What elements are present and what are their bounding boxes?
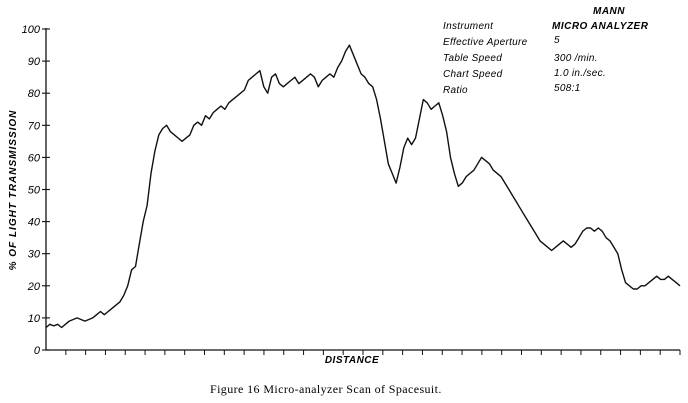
figure-caption: Figure 16 Micro-analyzer Scan of Spacesu… [210, 382, 442, 396]
info-label-instrument: Instrument [443, 21, 494, 32]
transmission-series-line [45, 44, 681, 329]
y-tick-label: 80 [28, 88, 41, 100]
y-tick-label: 10 [28, 313, 41, 325]
y-axis: 0 10 20 30 40 50 60 70 80 90 100 [22, 24, 50, 357]
info-value-table-speed: 300 /min. [554, 53, 598, 64]
y-tick-label: 40 [28, 217, 41, 229]
info-panel: MANN Instrument MICRO ANALYZER Effective… [443, 6, 649, 96]
info-value-chart-speed: 1.0 in./sec. [554, 68, 606, 79]
info-label-ratio: Ratio [443, 85, 468, 96]
info-value-instrument: MICRO ANALYZER [552, 21, 649, 32]
series-line-group [45, 44, 681, 329]
y-tick-label: 90 [28, 56, 41, 68]
x-axis-label: DISTANCE [325, 355, 379, 366]
info-value-aperture: 5 [554, 35, 560, 46]
y-tick-label: 0 [34, 345, 41, 357]
x-axis [46, 349, 681, 355]
info-heading: MANN [593, 6, 625, 17]
y-axis-label: % OF LIGHT TRANSMISSION [8, 110, 19, 271]
info-label-chart-speed: Chart Speed [443, 69, 503, 80]
y-tick-label: 30 [28, 249, 41, 261]
y-tick-label: 100 [22, 24, 41, 36]
y-tick-label: 70 [28, 120, 41, 132]
info-label-aperture: Effective Aperture [443, 37, 528, 48]
y-tick-label: 20 [27, 281, 41, 293]
info-label-table-speed: Table Speed [443, 53, 502, 64]
y-tick-label: 60 [28, 152, 41, 164]
y-tick-label: 50 [28, 185, 41, 197]
info-value-ratio: 508:1 [554, 83, 581, 94]
